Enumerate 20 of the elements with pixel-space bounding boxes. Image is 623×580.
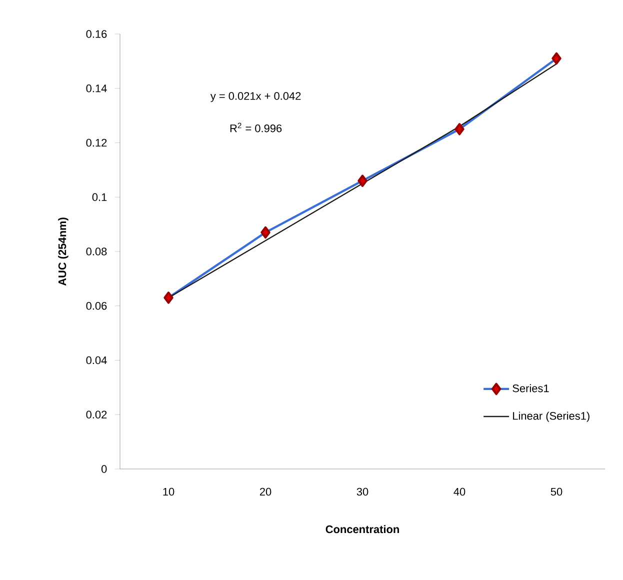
- y-axis-title: AUC (254nm): [58, 218, 68, 286]
- y-tick-label: 0: [101, 465, 107, 473]
- annotation: y = 0.021x + 0.042: [210, 92, 301, 102]
- y-tick-label: 0.12: [86, 138, 107, 147]
- x-tick-label: 20: [260, 488, 272, 496]
- x-axis-title: Concentration: [326, 525, 399, 534]
- x-tick-label: 30: [356, 488, 368, 496]
- y-tick-label: 0.1: [92, 193, 107, 201]
- legend-label: Series1: [512, 384, 549, 392]
- y-tick-label: 0.06: [86, 302, 107, 310]
- y-tick-label: 0.02: [86, 410, 107, 419]
- x-tick-label: 50: [550, 488, 562, 496]
- y-tick-label: 0.14: [86, 84, 107, 92]
- x-tick-label: 40: [454, 488, 466, 496]
- y-tick-label: 0.04: [86, 356, 107, 364]
- y-tick-label: 0.16: [86, 30, 107, 38]
- annotation: R$^{2}$ = 0.996: [230, 122, 282, 132]
- y-tick-label: 0.08: [86, 248, 107, 256]
- legend-label: Linear (Series1): [513, 412, 590, 422]
- x-tick-label: 10: [163, 488, 174, 496]
